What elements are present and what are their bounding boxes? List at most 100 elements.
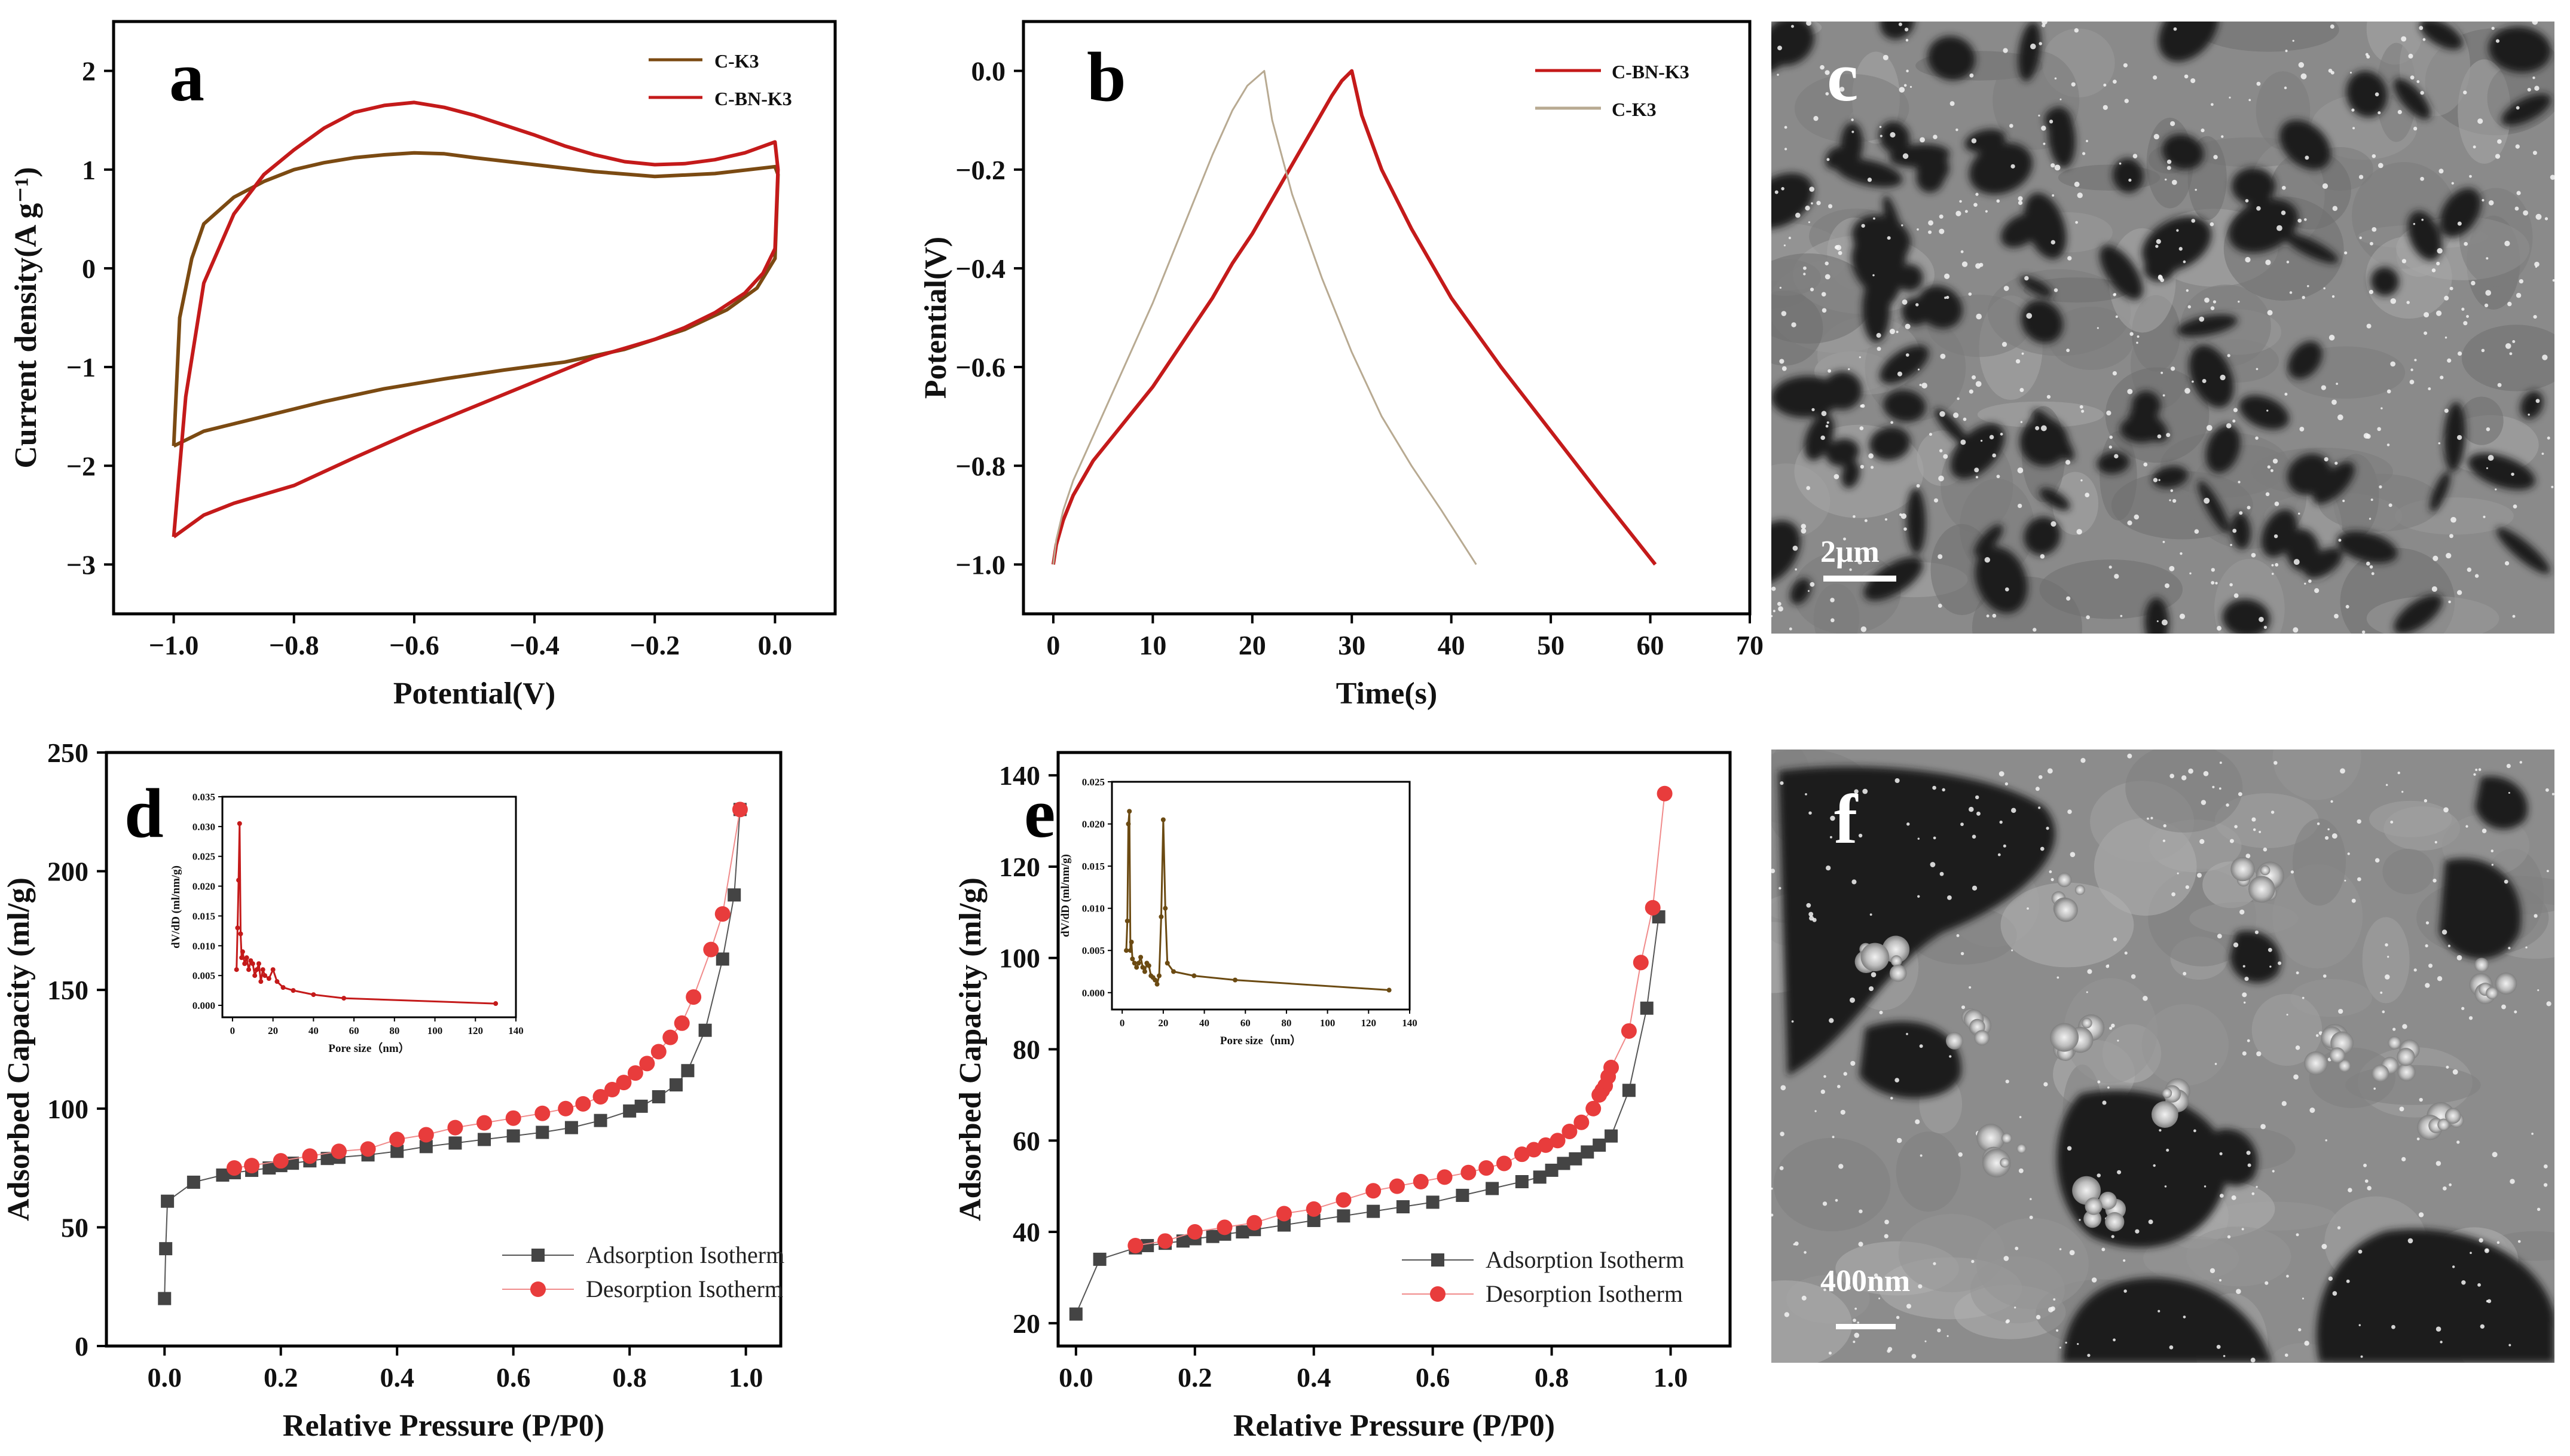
sem-particle [1780,1085,1786,1091]
sem-particle [1916,484,1920,488]
sem-particle [1933,1262,1936,1265]
sem-pore [1851,235,1902,296]
sem-particle-cluster [1976,1124,2005,1152]
data-point-circle [1217,1219,1233,1235]
sem-particle [1903,84,1907,87]
sem-particle [2397,109,2402,115]
y-tick-label: 0 [82,253,96,284]
data-point-circle [1389,1178,1405,1194]
inset-x-tick-label: 120 [1361,1017,1377,1029]
sem-particle [2347,852,2350,855]
x-tick-label: 10 [1139,630,1166,660]
inset-data-point [238,931,243,937]
x-tick-label: 0.0 [147,1362,182,1393]
sem-particle [2370,498,2373,501]
inset-x-tick-label: 100 [427,1025,443,1036]
inset-data-point [254,967,259,972]
sem-particle [2091,1277,2097,1283]
sem-particle [2442,1186,2447,1191]
sem-particle [2265,492,2270,497]
sem-particle [1860,404,1863,408]
inset-data-point [270,967,276,972]
sem-particle [1811,202,1813,205]
sem-particle [1771,615,1773,617]
data-point-square [448,1136,462,1150]
sem-particle [2271,573,2274,575]
sem-particle [2018,503,2022,509]
data-point-square [1307,1213,1321,1227]
sem-particle [2210,103,2214,106]
sem-particle [1972,885,1978,891]
sem-particle-cluster [2397,1063,2416,1081]
inset-data-point [250,961,255,966]
sem-particle [1890,1097,1893,1100]
panel-b-gcd-chart: 0 10 20 30 40 50 60 70 0.0 −0.2 −0.4 −0.6 −0.8 −1.0 Ti… [919,20,1764,711]
sem-pore [2407,211,2443,261]
sem-pore [2312,461,2355,504]
sem-pore [2097,451,2130,475]
sem-particle [1847,794,1850,797]
sem-particle [2534,261,2540,267]
sem-particle [1969,806,1974,812]
sem-pore [2205,424,2241,473]
sem-pore [1927,36,1976,81]
sem-particle [2242,965,2245,968]
sem-pore [2021,299,2064,344]
x-tick-label: −1.0 [149,630,199,660]
sem-particle [2165,178,2167,181]
legend-label: C-BN-K3 [1612,61,1689,82]
data-point-square [1622,1084,1636,1097]
sem-particle [2281,210,2286,215]
sem-particle [1906,69,1909,73]
sem-particle [2300,73,2307,79]
sem-particle [2367,1186,2372,1191]
sem-particle [2516,293,2522,298]
sem-particle [2046,827,2049,830]
sem-particle [2286,1274,2289,1278]
sem-particle [1778,606,1783,612]
sem-particle [2513,504,2517,509]
x-tick-label: 50 [1537,630,1564,660]
data-point-square [1367,1204,1380,1218]
sem-particle [2375,858,2380,863]
sem-particle-cluster [2074,885,2085,895]
sem-particle-cluster [2016,1143,2027,1154]
sem-particle [2212,785,2215,788]
sem-particle [2337,414,2343,421]
sem-particle [2527,87,2531,92]
sem-particle [2103,105,2108,110]
sem-particle [2245,199,2249,203]
sem-particle [2485,1249,2489,1252]
sem-particle [2218,787,2221,790]
sem-particle [2158,479,2160,481]
sem-particle [2382,1010,2385,1014]
x-tick-label: 0.6 [1416,1362,1450,1393]
sem-particle [2340,768,2345,774]
sem-particle [2547,436,2550,440]
sem-particle [2424,799,2428,803]
sem-particle [2214,1063,2217,1065]
sem-particle [2501,1004,2506,1010]
sem-pore [2520,391,2544,420]
sem-particle [2504,240,2510,247]
sem-particle [2511,472,2514,476]
sem-particle [2132,154,2138,158]
sem-particle [2193,1129,2196,1133]
sem-particle [2052,194,2055,197]
inset-data-point [1233,977,1238,983]
y-axis-title: Adsorbed Capacity (ml/g) [954,877,988,1221]
sem-particle [1820,435,1825,441]
sem-particle [2385,974,2390,980]
data-point-circle [418,1127,434,1143]
sem-particle [2504,561,2510,566]
data-point-square [681,1064,695,1078]
sem-particle [2203,770,2209,776]
sem-particle [1900,513,1907,519]
legend-marker-circle [530,1281,546,1297]
sem-particle [2201,800,2207,805]
sem-particle [2528,414,2530,416]
sem-texture-patch [1771,259,1821,296]
sem-particle [2327,828,2330,831]
sem-particle [2495,154,2501,159]
sem-particle [1781,366,1787,371]
